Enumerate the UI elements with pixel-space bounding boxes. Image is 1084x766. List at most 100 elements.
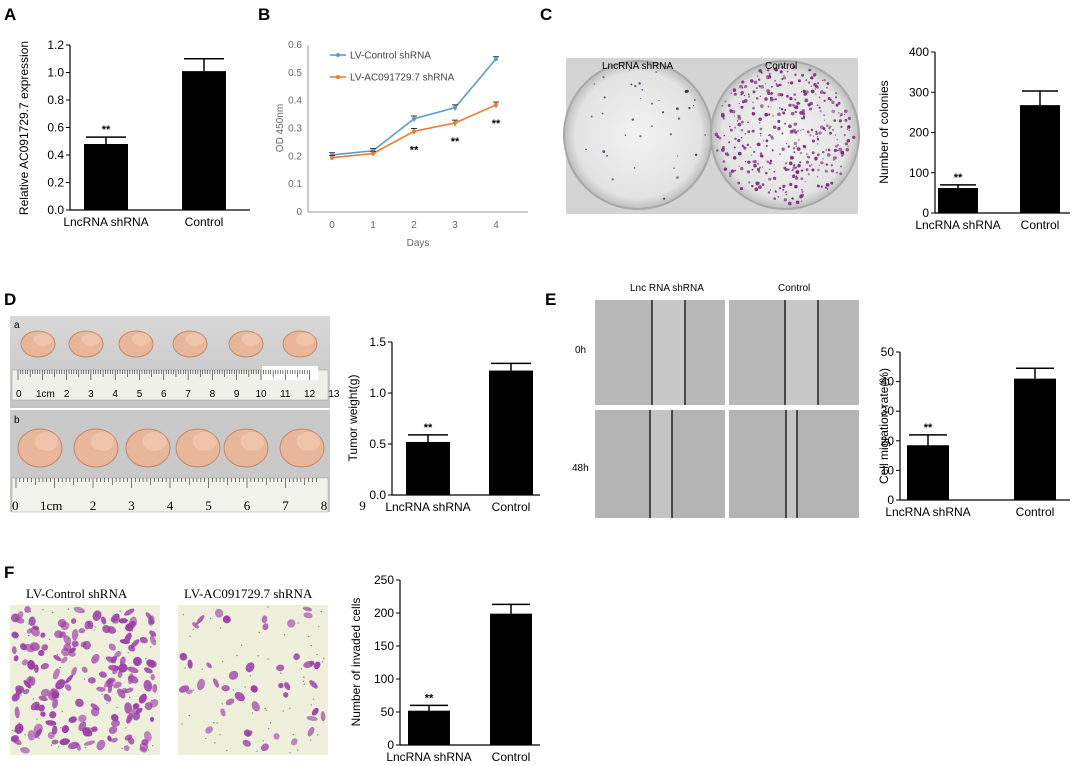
invaded-cell (65, 674, 74, 684)
invaded-cell (34, 664, 39, 674)
invaded-cell (123, 745, 130, 752)
colony-dot (721, 105, 723, 107)
colony-dot (785, 193, 788, 196)
membrane-pore (282, 710, 284, 712)
invaded-cell (87, 620, 94, 630)
invaded-cell (149, 630, 157, 637)
membrane-pore (128, 696, 131, 699)
colony-dot (836, 149, 839, 152)
ruler-a-number: 8 (210, 389, 216, 400)
colony-dot (729, 109, 734, 114)
membrane-pore (121, 747, 123, 750)
colony-dot (741, 80, 745, 84)
colony-dot (770, 106, 772, 108)
chart-c-bar (938, 188, 978, 213)
membrane-pore (101, 693, 103, 696)
invaded-cell (187, 659, 193, 669)
chart-a-ylabel: Relative AC091729.7 expression (17, 41, 31, 215)
colony-dot (662, 111, 664, 114)
colony-dot (774, 190, 777, 193)
invaded-cell (63, 643, 72, 652)
membrane-pore (221, 703, 223, 705)
membrane-pore (189, 635, 191, 637)
membrane-pore (182, 614, 185, 616)
membrane-pore (292, 733, 295, 736)
membrane-pore (151, 699, 153, 702)
membrane-pore (297, 749, 299, 751)
colony-dot (774, 79, 776, 82)
invaded-cell (55, 679, 66, 690)
panel-letter-f: F (4, 563, 14, 582)
colony-dot (721, 114, 725, 118)
membrane-pore (205, 737, 207, 740)
transwell-label-right: LV-AC091729.7 shRNA (184, 586, 313, 601)
invaded-cell (124, 608, 135, 616)
invaded-cell (124, 687, 134, 694)
colony-dot (805, 153, 808, 155)
colony-dot (767, 113, 771, 116)
chart-f-significance: ** (425, 692, 434, 704)
invaded-cell (33, 723, 43, 735)
colony-dot (772, 125, 777, 130)
invaded-cell (52, 668, 60, 680)
invaded-cell (320, 711, 326, 722)
chart-f-xtick-label: Control (492, 750, 531, 764)
invaded-cell (283, 692, 289, 698)
colony-dot (800, 129, 802, 132)
colony-dot (816, 136, 819, 138)
colony-dot (843, 109, 848, 114)
membrane-pore (322, 661, 324, 663)
colony-dot (816, 176, 819, 178)
chart-e-xtick-label: Control (1016, 505, 1055, 519)
colony-dot (799, 102, 801, 104)
membrane-pore (221, 661, 224, 663)
colony-dot (752, 106, 755, 110)
invaded-cell (52, 698, 59, 709)
chart-a-ytick-label: 1.0 (47, 66, 64, 80)
chart-c-xtick-label: LncRNA shRNA (915, 218, 1000, 232)
invaded-cell (126, 712, 133, 724)
colony-dot (772, 176, 777, 180)
invaded-cell (132, 703, 140, 710)
invaded-cell (143, 730, 152, 742)
colony-dot (833, 119, 837, 122)
colony-dot (805, 168, 809, 172)
invaded-cell (138, 693, 148, 704)
chart-b-xtick-label: 3 (452, 220, 458, 231)
invaded-cell (143, 679, 153, 692)
invaded-cell (23, 688, 30, 695)
chart-e-ytick-label: 50 (881, 345, 895, 359)
membrane-pore (119, 610, 121, 612)
colony-dot (810, 89, 815, 94)
colony-dot (787, 146, 790, 148)
wound-col-right: Control (778, 283, 810, 294)
colony-dot (793, 141, 798, 146)
membrane-pore (258, 631, 260, 634)
colony-dot (759, 127, 763, 131)
colony-dot (631, 118, 635, 121)
colony-dot (603, 96, 606, 99)
membrane-pore (184, 667, 186, 669)
colony-dot (741, 100, 746, 104)
colony-dot (806, 130, 810, 134)
invaded-cell (110, 655, 118, 662)
chart-b-point (453, 105, 457, 110)
invaded-cell (80, 641, 87, 648)
invaded-cell (224, 615, 231, 623)
colony-dot (767, 105, 770, 108)
colony-dot (822, 127, 826, 130)
invaded-cell (78, 628, 86, 634)
colony-dot (764, 171, 768, 175)
invaded-cell (130, 707, 142, 715)
invaded-cell (228, 670, 239, 680)
membrane-pore (251, 712, 254, 714)
colony-dot (827, 148, 831, 152)
invaded-cell (21, 659, 29, 666)
colony-dot (834, 144, 838, 148)
invaded-cell (27, 730, 36, 741)
membrane-pore (279, 672, 282, 674)
chart-b-significance: ** (492, 118, 501, 130)
colony-dot (782, 184, 786, 188)
colony-dot (777, 112, 781, 117)
invaded-cell (73, 606, 85, 614)
